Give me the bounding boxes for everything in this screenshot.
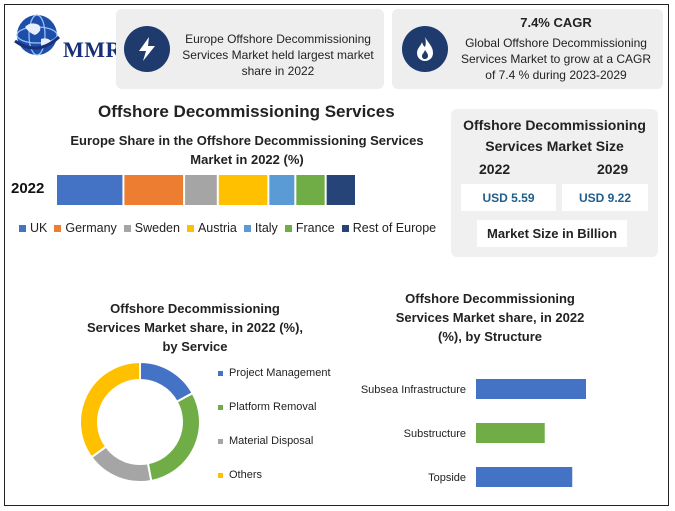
company-logo-text: MMR [63,37,122,62]
stacked-segment-germany [124,175,184,205]
legend-swatch-italy [243,224,251,232]
flame-icon [402,26,448,72]
service-chart-title-line1: Offshore Decommissioning [110,301,280,316]
service-chart-title-line3: by Service [162,339,228,354]
highlight-card-cagr: 7.4% CAGR Global Offshore Decommissionin… [392,9,663,89]
donut-legend-item-material-disposal: Material Disposal [218,435,313,447]
europe-share-legend: UK Germany Sweden Austria Italy France Rest of… [19,221,459,235]
highlight-card-europe: Europe Offshore Decommissioning Services… [116,9,384,89]
stacked-segment-sweden [185,175,217,205]
legend-swatch-sweden [123,224,131,232]
stacked-segment-uk [57,175,123,205]
market-size-value-2022: USD 5.59 [461,184,556,211]
legend-label-france: France [295,221,335,235]
lightning-bolt-icon [124,26,170,72]
donut-legend-swatch-platform-removal [218,404,223,410]
legend-swatch-rest-of-europe [341,224,349,232]
market-size-card: Offshore Decommissioning Services Market… [451,109,658,257]
service-chart-title: Offshore Decommissioning Services Market… [65,299,325,356]
donut-legend-label-project-management: Project Management [229,367,331,379]
structure-bar-chart: Subsea Infrastructure Substructure Topside [361,379,586,487]
infographic-frame: MMR Europe Offshore Decommissioning Serv… [4,4,669,506]
structure-label-topside: Topside [428,472,466,484]
europe-chart-title-line1: Europe Share in the Offshore Decommissio… [70,133,424,148]
stacked-segment-austria [218,175,268,205]
market-size-title-line2: Services Market Size [485,138,624,154]
market-size-year-2029: 2029 [597,161,629,177]
legend-label-uk: UK [30,221,48,235]
cagr-text: Global Offshore Decommissioning Services… [460,36,652,82]
globe-logo-icon [14,14,61,56]
europe-share-text: Europe Offshore Decommissioning Services… [182,32,374,78]
donut-slice-project-management [139,360,194,404]
donut-slice-others [79,360,141,459]
legend-label-italy: Italy [254,221,278,235]
legend-swatch-germany [54,224,62,232]
donut-legend-swatch-others [218,472,223,478]
donut-legend-item-project-management: Project Management [218,367,331,379]
cagr-headline: 7.4% CAGR [520,15,592,30]
service-donut-legend: Project Management Platform Removal Materi… [218,367,358,497]
donut-legend-swatch-project-management [218,370,223,376]
donut-legend-label-material-disposal: Material Disposal [229,435,314,447]
structure-bar-substructure [476,423,545,443]
donut-slice-platform-removal [146,391,201,483]
structure-label-substructure: Substructure [404,428,466,440]
structure-chart-title-line3: (%), by Structure [437,329,542,344]
donut-legend-item-platform-removal: Platform Removal [218,401,316,413]
legend-swatch-uk [19,224,26,232]
donut-legend-label-platform-removal: Platform Removal [229,401,317,413]
stacked-segment-italy [269,175,295,205]
legend-item-austria: Austria [186,221,237,235]
stacked-bar-category-label: 2022 [11,180,45,197]
legend-item-germany: Germany [54,221,117,235]
legend-swatch-austria [186,224,194,232]
structure-bar-topside [476,467,573,487]
market-size-title-line1: Offshore Decommissioning [463,117,646,133]
europe-share-stacked-bar [57,175,355,205]
service-chart-title-line2: Services Market share, in 2022 (%), [86,320,304,335]
market-size-year-2022: 2022 [479,161,511,177]
legend-item-italy: Italy [243,221,278,235]
structure-label-subsea-infrastructure: Subsea Infrastructure [361,384,466,396]
structure-bar-subsea-infrastructure [476,379,586,399]
legend-label-rest-of-europe: Rest of Europe [352,221,437,235]
legend-label-sweden: Sweden [134,221,180,235]
structure-chart-title-line2: Services Market share, in 2022 [395,310,585,325]
market-size-unit-footer: Market Size in Billion [477,220,627,247]
donut-legend-item-others: Others [218,469,262,481]
structure-chart-title-line1: Offshore Decommissioning [405,291,575,306]
legend-item-france: France [284,221,335,235]
legend-item-rest-of-europe: Rest of Europe [341,221,437,235]
legend-item-sweden: Sweden [123,221,180,235]
stacked-segment-france [296,175,325,205]
stacked-segment-rest-of-europe [326,175,355,205]
structure-chart-title: Offshore Decommissioning Services Market… [365,289,615,346]
market-size-value-2029: USD 9.22 [562,184,648,211]
service-donut-chart [79,360,201,483]
legend-label-germany: Germany [65,221,117,235]
europe-chart-title: Europe Share in the Offshore Decommissio… [67,131,427,169]
main-title: Offshore Decommissioning Services [98,102,395,121]
donut-legend-swatch-material-disposal [218,438,223,444]
legend-swatch-france [284,224,292,232]
legend-label-austria: Austria [197,221,237,235]
legend-item-uk: UK [19,221,47,235]
market-size-title: Offshore Decommissioning Services Market… [451,115,658,157]
donut-legend-label-others: Others [229,469,263,481]
europe-chart-title-line2: Market in 2022 (%) [190,152,304,167]
